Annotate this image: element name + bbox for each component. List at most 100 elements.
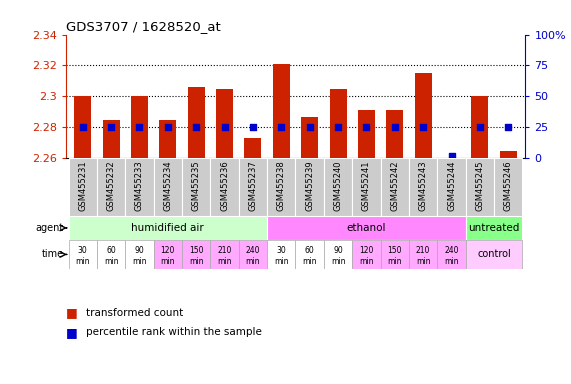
Text: 120: 120 — [160, 246, 175, 255]
Bar — [97, 240, 125, 269]
Bar — [239, 158, 267, 216]
Text: 150: 150 — [189, 246, 203, 255]
Text: GSM455240: GSM455240 — [333, 160, 343, 210]
Text: min: min — [246, 257, 260, 266]
Bar — [329, 89, 347, 158]
Bar — [352, 240, 381, 269]
Bar — [381, 158, 409, 216]
Text: 90: 90 — [135, 246, 144, 255]
Text: GSM455231: GSM455231 — [78, 160, 87, 211]
Text: 120: 120 — [359, 246, 373, 255]
Point — [447, 153, 456, 159]
Bar — [466, 240, 522, 269]
Text: min: min — [189, 257, 203, 266]
Bar — [216, 89, 233, 158]
Bar — [500, 151, 517, 158]
Text: time: time — [42, 250, 64, 260]
Text: 60: 60 — [305, 246, 315, 255]
Text: min: min — [444, 257, 459, 266]
Bar — [159, 120, 176, 158]
Text: min: min — [75, 257, 90, 266]
Text: agent: agent — [35, 223, 64, 233]
Bar — [409, 240, 437, 269]
Bar — [358, 110, 375, 158]
Point — [192, 124, 201, 131]
Point — [333, 124, 343, 131]
Point — [277, 124, 286, 131]
Point — [163, 124, 172, 131]
Text: min: min — [160, 257, 175, 266]
Bar — [210, 158, 239, 216]
Bar — [273, 64, 290, 158]
Text: GSM455243: GSM455243 — [419, 160, 428, 211]
Bar — [69, 158, 97, 216]
Text: transformed count: transformed count — [86, 308, 183, 318]
Bar — [387, 110, 403, 158]
Bar — [466, 216, 522, 240]
Bar — [296, 158, 324, 216]
Bar — [131, 96, 148, 158]
Text: 240: 240 — [246, 246, 260, 255]
Text: GSM455238: GSM455238 — [277, 160, 286, 211]
Text: min: min — [416, 257, 431, 266]
Text: GSM455232: GSM455232 — [107, 160, 115, 211]
Text: GSM455237: GSM455237 — [248, 160, 258, 211]
Point — [305, 124, 314, 131]
Bar — [267, 158, 296, 216]
Bar — [472, 96, 488, 158]
Bar — [188, 87, 204, 158]
Bar — [466, 158, 494, 216]
Text: GSM455236: GSM455236 — [220, 160, 229, 211]
Point — [107, 124, 116, 131]
Text: 150: 150 — [388, 246, 402, 255]
Text: min: min — [388, 257, 402, 266]
Point — [248, 124, 258, 131]
Text: 210: 210 — [218, 246, 232, 255]
Bar — [437, 240, 466, 269]
Point — [475, 124, 484, 131]
Text: min: min — [218, 257, 232, 266]
Text: GSM455235: GSM455235 — [192, 160, 200, 211]
Point — [390, 124, 399, 131]
Bar — [182, 158, 210, 216]
Bar — [97, 158, 125, 216]
Text: min: min — [331, 257, 345, 266]
Bar — [103, 120, 119, 158]
Text: 30: 30 — [276, 246, 286, 255]
Text: min: min — [274, 257, 288, 266]
Bar — [437, 158, 466, 216]
Bar — [301, 116, 318, 158]
Text: untreated: untreated — [468, 223, 520, 233]
Bar — [324, 158, 352, 216]
Text: 60: 60 — [106, 246, 116, 255]
Point — [504, 124, 513, 131]
Bar — [74, 96, 91, 158]
Text: ■: ■ — [66, 306, 78, 319]
Bar — [69, 240, 97, 269]
Point — [362, 124, 371, 131]
Bar — [125, 240, 154, 269]
Text: GSM455241: GSM455241 — [362, 160, 371, 210]
Bar — [154, 240, 182, 269]
Text: ethanol: ethanol — [347, 223, 386, 233]
Bar — [267, 216, 466, 240]
Bar — [381, 240, 409, 269]
Text: 90: 90 — [333, 246, 343, 255]
Text: 240: 240 — [444, 246, 459, 255]
Text: GSM455233: GSM455233 — [135, 160, 144, 211]
Bar — [182, 240, 210, 269]
Bar — [267, 240, 296, 269]
Point — [135, 124, 144, 131]
Bar — [244, 138, 262, 158]
Point — [78, 124, 87, 131]
Point — [220, 124, 229, 131]
Bar — [125, 158, 154, 216]
Text: percentile rank within the sample: percentile rank within the sample — [86, 327, 262, 337]
Bar — [69, 216, 267, 240]
Point — [419, 124, 428, 131]
Text: GSM455244: GSM455244 — [447, 160, 456, 210]
Text: min: min — [132, 257, 147, 266]
Bar — [154, 158, 182, 216]
Text: 210: 210 — [416, 246, 431, 255]
Text: ■: ■ — [66, 326, 78, 339]
